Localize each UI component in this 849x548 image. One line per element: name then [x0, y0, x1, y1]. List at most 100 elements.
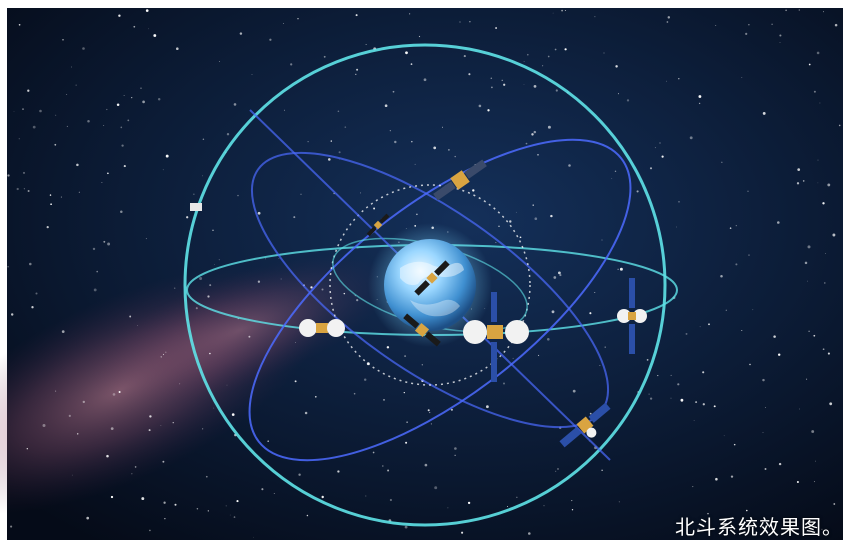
- star: [816, 51, 820, 55]
- star: [195, 307, 198, 310]
- star: [495, 27, 498, 29]
- star: [267, 440, 270, 443]
- star: [799, 408, 800, 410]
- star: [248, 335, 251, 338]
- star: [76, 163, 79, 167]
- star: [353, 392, 356, 395]
- star: [811, 430, 815, 433]
- star: [764, 407, 766, 408]
- star: [365, 44, 367, 45]
- star: [441, 126, 443, 128]
- star: [106, 108, 108, 111]
- star: [806, 378, 808, 380]
- star: [26, 448, 28, 450]
- star: [537, 153, 539, 156]
- star: [141, 497, 145, 501]
- star: [611, 177, 613, 179]
- star: [813, 334, 816, 337]
- star: [213, 407, 215, 409]
- star: [817, 159, 819, 161]
- star: [543, 505, 545, 507]
- star: [447, 507, 449, 509]
- star: [822, 348, 825, 351]
- satellite-mid-left: [403, 313, 441, 347]
- star: [355, 14, 358, 17]
- star: [649, 397, 653, 400]
- star: [829, 402, 833, 406]
- star: [404, 355, 407, 358]
- star: [618, 501, 620, 503]
- star: [360, 192, 362, 194]
- star: [145, 9, 149, 12]
- star: [219, 61, 220, 62]
- star: [343, 292, 346, 295]
- star: [226, 133, 230, 136]
- star: [525, 142, 528, 145]
- star: [547, 55, 550, 58]
- star: [467, 501, 471, 505]
- star: [538, 354, 540, 356]
- star: [202, 138, 205, 141]
- star: [294, 342, 296, 343]
- satellite-left: [299, 319, 345, 337]
- star: [61, 330, 65, 333]
- star: [495, 241, 497, 243]
- star: [733, 443, 736, 446]
- star: [389, 130, 391, 132]
- star: [49, 194, 52, 196]
- star: [558, 271, 561, 275]
- star: [314, 395, 317, 398]
- star: [209, 352, 211, 355]
- star: [698, 102, 701, 105]
- star: [107, 242, 111, 246]
- star: [779, 41, 781, 43]
- inner-orbit-ring: [329, 184, 531, 386]
- star: [659, 142, 661, 144]
- star: [337, 110, 340, 113]
- star: [304, 411, 308, 415]
- star: [617, 93, 619, 95]
- star: [454, 454, 456, 456]
- star: [163, 501, 166, 504]
- star: [478, 104, 482, 108]
- star: [697, 528, 700, 532]
- star: [127, 119, 130, 122]
- star: [678, 201, 680, 203]
- star: [118, 390, 121, 394]
- star: [715, 477, 718, 481]
- star: [328, 158, 331, 161]
- star: [172, 422, 174, 424]
- star: [110, 427, 114, 430]
- star: [160, 356, 162, 358]
- star: [78, 191, 80, 193]
- star: [82, 47, 85, 50]
- star: [231, 413, 235, 416]
- star: [561, 9, 563, 12]
- star: [469, 21, 471, 23]
- star: [338, 151, 341, 154]
- star: [454, 155, 456, 158]
- star: [162, 460, 165, 463]
- star: [344, 126, 347, 128]
- star: [96, 270, 98, 273]
- star: [392, 90, 395, 93]
- star: [82, 400, 85, 404]
- star: [796, 480, 799, 484]
- star: [741, 76, 743, 78]
- satellite-top: [433, 159, 487, 201]
- star: [834, 23, 838, 27]
- star: [838, 124, 841, 127]
- star: [384, 104, 388, 108]
- star: [559, 274, 562, 277]
- star: [134, 466, 137, 468]
- star: [214, 264, 215, 265]
- star: [149, 415, 152, 418]
- star: [676, 226, 677, 228]
- star: [153, 34, 157, 37]
- star: [27, 190, 30, 192]
- earth: [368, 223, 492, 347]
- star: [771, 23, 773, 26]
- star: [601, 239, 603, 241]
- star: [142, 100, 145, 104]
- star: [667, 16, 671, 19]
